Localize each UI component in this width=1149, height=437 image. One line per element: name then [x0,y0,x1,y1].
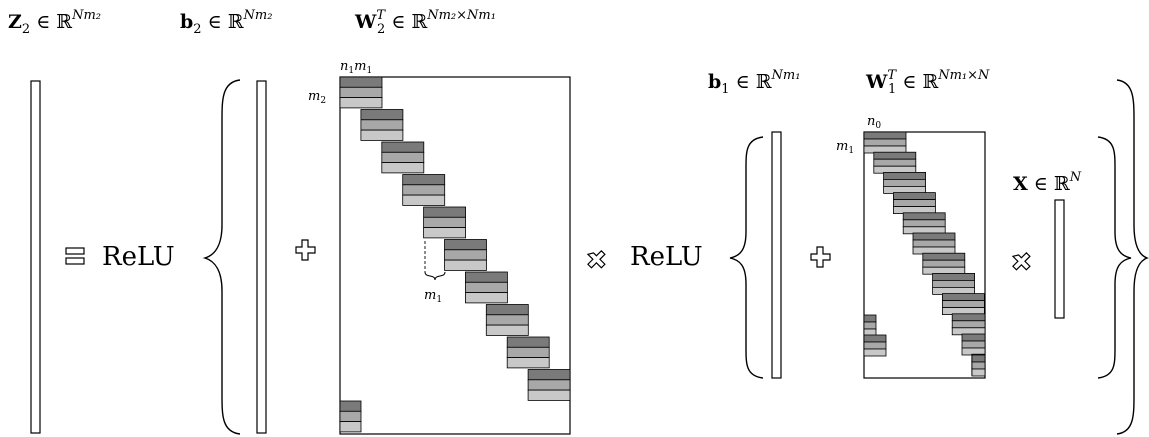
weight-block [873,151,917,160]
plus-icon [810,246,831,268]
weight-block [381,162,425,174]
w2-diagonal-blocks [339,76,571,433]
times-icon [586,249,606,269]
weight-block [951,313,986,322]
relu-label-outer: ReLU [102,242,175,272]
w1-rows-annotation: m1 [836,139,854,156]
times-icon [1011,251,1031,271]
weight-block [863,321,877,330]
weight-block [893,192,936,201]
equals-icon [65,247,85,265]
weight-block [893,199,936,208]
z2-vector [30,80,41,434]
weight-block [339,410,362,422]
weight-block [402,194,446,206]
z2-label: Z2 ∈ ℝNm₂ [8,8,101,37]
weight-block [485,304,529,316]
left-brace-outer [202,79,241,435]
weight-block [506,346,550,358]
weight-block [527,369,571,381]
weight-block [883,178,926,187]
weight-block [423,216,467,229]
weight-block [339,400,362,412]
weight-block [863,348,887,357]
weight-block [444,239,487,251]
weight-block [863,131,907,140]
w2-gap-brace [424,241,446,281]
weight-block [381,141,425,153]
weight-block [971,361,986,370]
right-brace-outer [1116,79,1149,435]
weight-block [360,109,404,121]
b2-label: b2 ∈ ℝNm₂ [180,8,272,37]
b1-vector [771,131,782,379]
w1-cols-annotation: n0 [867,114,881,131]
weight-block [506,357,550,369]
weight-block [444,259,487,271]
w2-label: WT 2 ∈ ℝNm₂×Nm₁ [354,8,496,37]
weight-block [464,292,508,304]
right-brace-inner [1097,136,1132,379]
weight-block [932,272,975,281]
weight-block [863,314,877,323]
w1-diagonal-blocks [863,131,986,377]
w1-label: WT 1 ∈ ℝNm₁×N [865,68,990,97]
weight-block [360,129,404,141]
weight-block [381,151,425,164]
weight-block [873,158,917,167]
w2-gap-annotation: m1 [424,288,442,305]
weight-block [485,324,529,336]
w2-rows-annotation: m2 [308,89,326,106]
weight-block [971,354,986,363]
weight-block [883,171,926,180]
x-label: X ∈ ℝN [1013,170,1082,195]
weight-block [922,259,966,268]
x-vector [1054,199,1065,319]
weight-block [339,97,383,109]
weight-block [863,138,907,147]
weight-block [527,379,571,391]
weight-block [339,86,383,99]
weight-block [402,184,446,196]
b2-vector [256,80,267,434]
weight-block [360,119,404,131]
weight-block [339,76,383,88]
weight-block [951,320,986,329]
weight-block [971,368,986,377]
weight-block [961,333,986,342]
weight-block [402,174,446,186]
weight-block [942,300,985,309]
weight-block [942,293,985,302]
b1-label: b1 ∈ ℝNm₁ [708,68,800,97]
weight-block [932,279,975,288]
weight-block [444,249,487,261]
weight-block [423,227,467,239]
weight-block [961,340,986,349]
left-brace-inner [729,136,764,379]
weight-block [863,341,887,350]
weight-block [339,421,362,433]
weight-block [464,281,508,293]
weight-block [464,271,508,283]
weight-block [912,232,956,241]
plus-icon [295,239,316,261]
relu-label-inner: ReLU [630,242,703,272]
weight-block [527,389,571,401]
weight-block [922,252,966,261]
weight-block [423,206,467,218]
weight-block [902,212,946,221]
w2-cols-annotation: n1m1 [340,59,372,76]
weight-block [506,336,550,348]
weight-block [902,219,946,228]
weight-block [912,239,956,248]
weight-block [485,314,529,326]
weight-block [863,334,887,343]
